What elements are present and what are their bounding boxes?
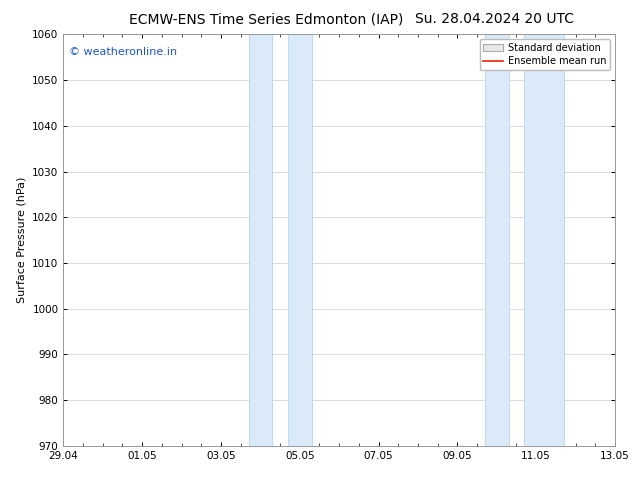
Text: ECMW-ENS Time Series Edmonton (IAP): ECMW-ENS Time Series Edmonton (IAP)	[129, 12, 403, 26]
Bar	[288, 34, 312, 446]
Y-axis label: Surface Pressure (hPa): Surface Pressure (hPa)	[16, 177, 27, 303]
Text: Su. 28.04.2024 20 UTC: Su. 28.04.2024 20 UTC	[415, 12, 574, 26]
Bar	[249, 34, 272, 446]
Text: © weatheronline.in: © weatheronline.in	[69, 47, 177, 57]
Legend: Standard deviation, Ensemble mean run: Standard deviation, Ensemble mean run	[479, 39, 610, 70]
Bar	[485, 34, 508, 446]
Bar	[524, 34, 564, 446]
